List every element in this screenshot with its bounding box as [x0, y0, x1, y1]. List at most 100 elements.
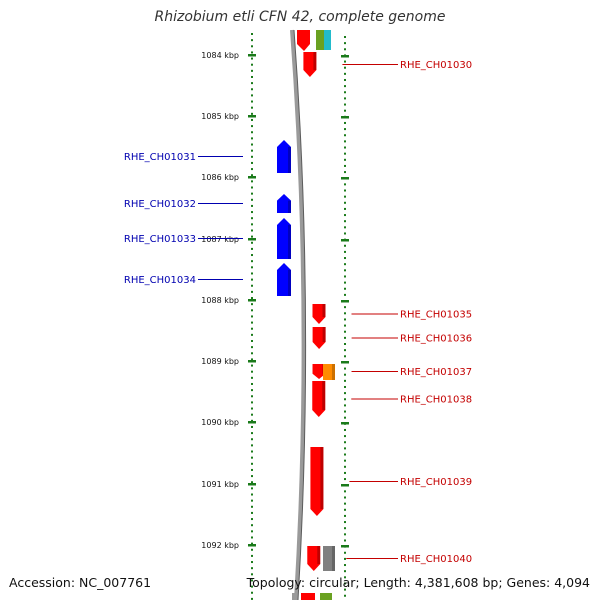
ruler-dot [251, 223, 253, 226]
ruler-dot [251, 548, 253, 551]
ruler-dot [344, 121, 346, 124]
ruler-dot [251, 82, 253, 85]
ruler-dot [344, 312, 346, 315]
gene-arrow[interactable] [277, 140, 291, 173]
ruler-dot [344, 539, 346, 542]
ruler-dot [251, 585, 253, 588]
ruler-dot [251, 131, 253, 134]
gene-label[interactable]: RHE_CH01039 [400, 477, 472, 488]
feature-block[interactable] [323, 364, 335, 380]
gene-arrow[interactable] [310, 447, 324, 516]
ruler-dot [251, 444, 253, 447]
ruler-dot [251, 475, 253, 478]
gene-arrow[interactable] [312, 381, 326, 417]
ruler-dot [344, 349, 346, 352]
ruler-dot [251, 340, 253, 342]
ruler-dot [344, 72, 346, 75]
ruler-dot [344, 140, 346, 143]
ruler-dot [344, 250, 346, 253]
ruler-dot [251, 456, 253, 459]
gene-label[interactable]: RHE_CH01033 [124, 234, 196, 245]
ruler-dot [344, 557, 346, 560]
genome-backbone-arc [290, 29, 306, 600]
ruler-dot [251, 309, 253, 312]
ruler-dot [344, 91, 346, 94]
kbp-tick-label: 1087 kbp [201, 235, 239, 244]
ruler-dot [344, 281, 346, 284]
gene-label[interactable]: RHE_CH01038 [400, 395, 472, 406]
major-tick-left [248, 483, 256, 486]
ruler-dot [251, 106, 253, 109]
ruler-dot [251, 597, 253, 600]
ruler-dot [344, 533, 346, 536]
major-tick-right [341, 177, 349, 180]
gene-label[interactable]: RHE_CH01036 [400, 334, 472, 345]
ruler-dot [344, 564, 346, 567]
ruler-dot [344, 306, 346, 309]
major-tick-left [248, 176, 256, 179]
ruler-dot [344, 263, 346, 266]
feature-block[interactable] [323, 546, 335, 571]
ruler-dot [344, 128, 346, 131]
ruler-dot [251, 536, 253, 539]
ruler-dot [344, 385, 346, 388]
ruler-dot [344, 336, 346, 339]
ruler-dot [251, 315, 253, 318]
ruler-dot [251, 358, 253, 361]
ruler-dot [344, 594, 346, 597]
ruler-dot [344, 392, 346, 395]
ruler-dot [344, 97, 346, 100]
ruler-dot [344, 490, 346, 493]
gene-label[interactable]: RHE_CH01035 [400, 310, 472, 321]
gene-arrow[interactable] [277, 218, 291, 259]
ruler-dot [344, 195, 346, 198]
ruler-dot [251, 333, 253, 336]
gene-label[interactable]: RHE_CH01032 [124, 199, 196, 210]
gene-label[interactable]: RHE_CH01031 [124, 152, 196, 163]
gene-arrow-shade [288, 270, 291, 296]
ruler-dot [344, 232, 346, 235]
ruler-dot [344, 453, 346, 456]
ruler-dot [344, 324, 346, 327]
ruler-dot [344, 36, 346, 38]
ruler-left [251, 33, 253, 600]
ruler-dot [344, 435, 346, 438]
gene-arrow[interactable] [303, 52, 317, 77]
gene-arrow[interactable] [277, 194, 291, 213]
gene-label[interactable]: RHE_CH01034 [124, 275, 196, 286]
major-tick-right [341, 55, 349, 58]
gene-arrow[interactable] [277, 263, 291, 296]
ruler-dot [251, 419, 253, 422]
ruler-dot [251, 211, 253, 214]
gene-arrow[interactable] [312, 327, 326, 349]
ruler-dot [344, 410, 346, 413]
ruler-dot [251, 518, 253, 521]
ruler-dot [251, 180, 253, 183]
ruler-dot [251, 382, 253, 385]
ruler-dot [344, 527, 346, 530]
major-tick-right [341, 239, 349, 242]
ruler-dot [344, 275, 346, 278]
gene-label[interactable]: RHE_CH01030 [400, 60, 472, 71]
ruler-dot [251, 567, 253, 570]
gene-label[interactable]: RHE_CH01040 [400, 554, 472, 565]
gene-arrow[interactable] [312, 304, 326, 324]
ruler-dot [344, 459, 346, 462]
ruler-dot [251, 438, 253, 441]
ruler-dot [344, 502, 346, 505]
gene-label[interactable]: RHE_CH01037 [400, 367, 472, 378]
gene-arrow[interactable] [307, 546, 321, 571]
gene-arrow[interactable] [312, 364, 326, 379]
ruler-dot [344, 508, 346, 511]
ruler-dot [251, 143, 253, 146]
ruler-dot [251, 554, 253, 557]
ruler-dot [251, 524, 253, 527]
ruler-dot [344, 164, 346, 167]
ruler-dot [251, 505, 253, 508]
ruler-dot [344, 60, 346, 63]
ruler-dot [251, 75, 253, 78]
ruler-dot [344, 471, 346, 474]
ruler-dot [344, 201, 346, 204]
major-tick-left [248, 238, 256, 241]
major-tick-left [248, 299, 256, 302]
